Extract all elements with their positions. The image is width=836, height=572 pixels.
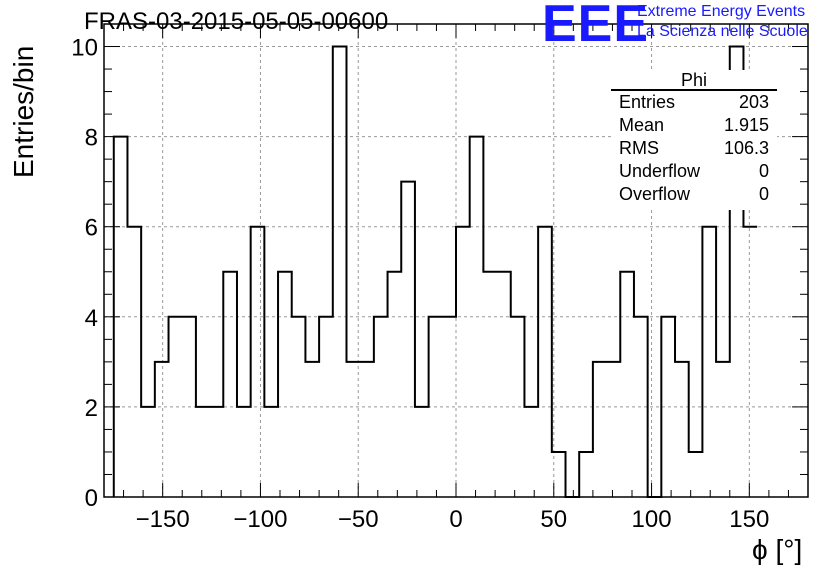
stats-key: Mean	[619, 115, 665, 135]
stats-row-entries: Entries 203	[619, 92, 777, 115]
histogram-bin	[511, 317, 525, 497]
histogram-bin	[593, 362, 607, 497]
y-axis-label: Entries/bin	[8, 45, 39, 178]
y-tick-label: 2	[85, 395, 98, 422]
histogram-bin	[661, 317, 675, 497]
eee-logo: EEE	[542, 0, 650, 53]
plot-title: FRAS-03-2015-05-05-00600	[84, 8, 389, 35]
histogram-bin	[702, 227, 716, 497]
histogram-bin	[497, 272, 511, 497]
histogram-bin	[251, 227, 265, 497]
histogram-bin	[210, 407, 224, 497]
stats-box: Phi Entries 203 Mean 1.915 RMS 106.3 Und…	[611, 70, 777, 210]
histogram-bin	[360, 362, 374, 497]
x-tick-label: −50	[338, 506, 379, 533]
y-tick-label: 0	[85, 485, 98, 512]
logo-line-2: La Scienza nelle Scuole	[637, 23, 808, 40]
histogram-bin	[182, 317, 196, 497]
histogram-bin	[346, 362, 360, 497]
histogram-bin	[429, 317, 443, 497]
x-tick-label: −150	[136, 506, 190, 533]
histogram-bin	[196, 407, 210, 497]
stats-value: 0	[758, 161, 769, 181]
x-tick-label: 100	[632, 506, 672, 533]
x-tick-label: −100	[233, 506, 287, 533]
histogram-bin	[305, 362, 319, 497]
histogram-bin	[169, 317, 183, 497]
eee-logo-text: Extreme Energy Events La Scienza nelle S…	[637, 2, 808, 42]
histogram-bin	[524, 407, 538, 497]
histogram-bin	[155, 362, 169, 497]
stats-key: RMS	[619, 138, 659, 158]
histogram-bin	[292, 317, 306, 497]
stats-divider	[611, 89, 777, 91]
stats-value: 106.3	[723, 138, 769, 158]
stats-row-mean: Mean 1.915	[619, 115, 777, 138]
logo-line-1: Extreme Energy Events	[637, 3, 806, 20]
histogram-bin	[223, 272, 237, 497]
stats-key: Entries	[619, 92, 676, 112]
histogram-bin	[401, 182, 415, 497]
stats-value: 203	[738, 92, 769, 112]
histogram-bin	[388, 272, 402, 497]
stats-row-rms: RMS 106.3	[619, 138, 777, 161]
histogram-bin	[141, 407, 155, 497]
histogram-bin	[456, 227, 470, 497]
x-axis-label: ϕ [°]	[752, 534, 803, 565]
x-tick-label: 150	[729, 506, 769, 533]
y-tick-label: 8	[85, 125, 98, 152]
histogram-bin	[620, 272, 634, 497]
stats-row-underflow: Underflow 0	[619, 161, 777, 184]
histogram-bin	[374, 317, 388, 497]
stats-row-overflow: Overflow 0	[619, 184, 777, 207]
histogram-bin	[442, 317, 456, 497]
histogram-bin	[483, 272, 497, 497]
histogram-bin	[237, 407, 251, 497]
histogram-bin	[538, 227, 552, 497]
histogram-bin	[319, 317, 333, 497]
histogram-bin	[716, 362, 730, 497]
histogram-bin	[333, 47, 347, 497]
y-tick-label: 6	[85, 215, 98, 242]
histogram-bin	[278, 272, 292, 497]
stats-value: 0	[758, 184, 769, 204]
y-tick-label: 4	[85, 305, 98, 332]
y-tick-label: 10	[71, 35, 98, 62]
x-tick-label: 50	[540, 506, 567, 533]
stats-title: Phi	[680, 70, 707, 90]
histogram-bin	[470, 137, 484, 497]
stats-key: Overflow	[619, 184, 691, 204]
stats-value: 1.915	[723, 115, 769, 135]
histogram-bin	[607, 362, 621, 497]
histogram-bin	[634, 317, 648, 497]
stats-key: Underflow	[619, 161, 701, 181]
histogram-bin	[743, 227, 757, 497]
histogram-bin	[675, 362, 689, 497]
histogram-bin	[127, 227, 141, 497]
histogram-bin	[579, 452, 593, 497]
histogram-bin	[415, 407, 429, 497]
x-tick-label: 0	[449, 506, 462, 533]
histogram-bin	[264, 407, 278, 497]
